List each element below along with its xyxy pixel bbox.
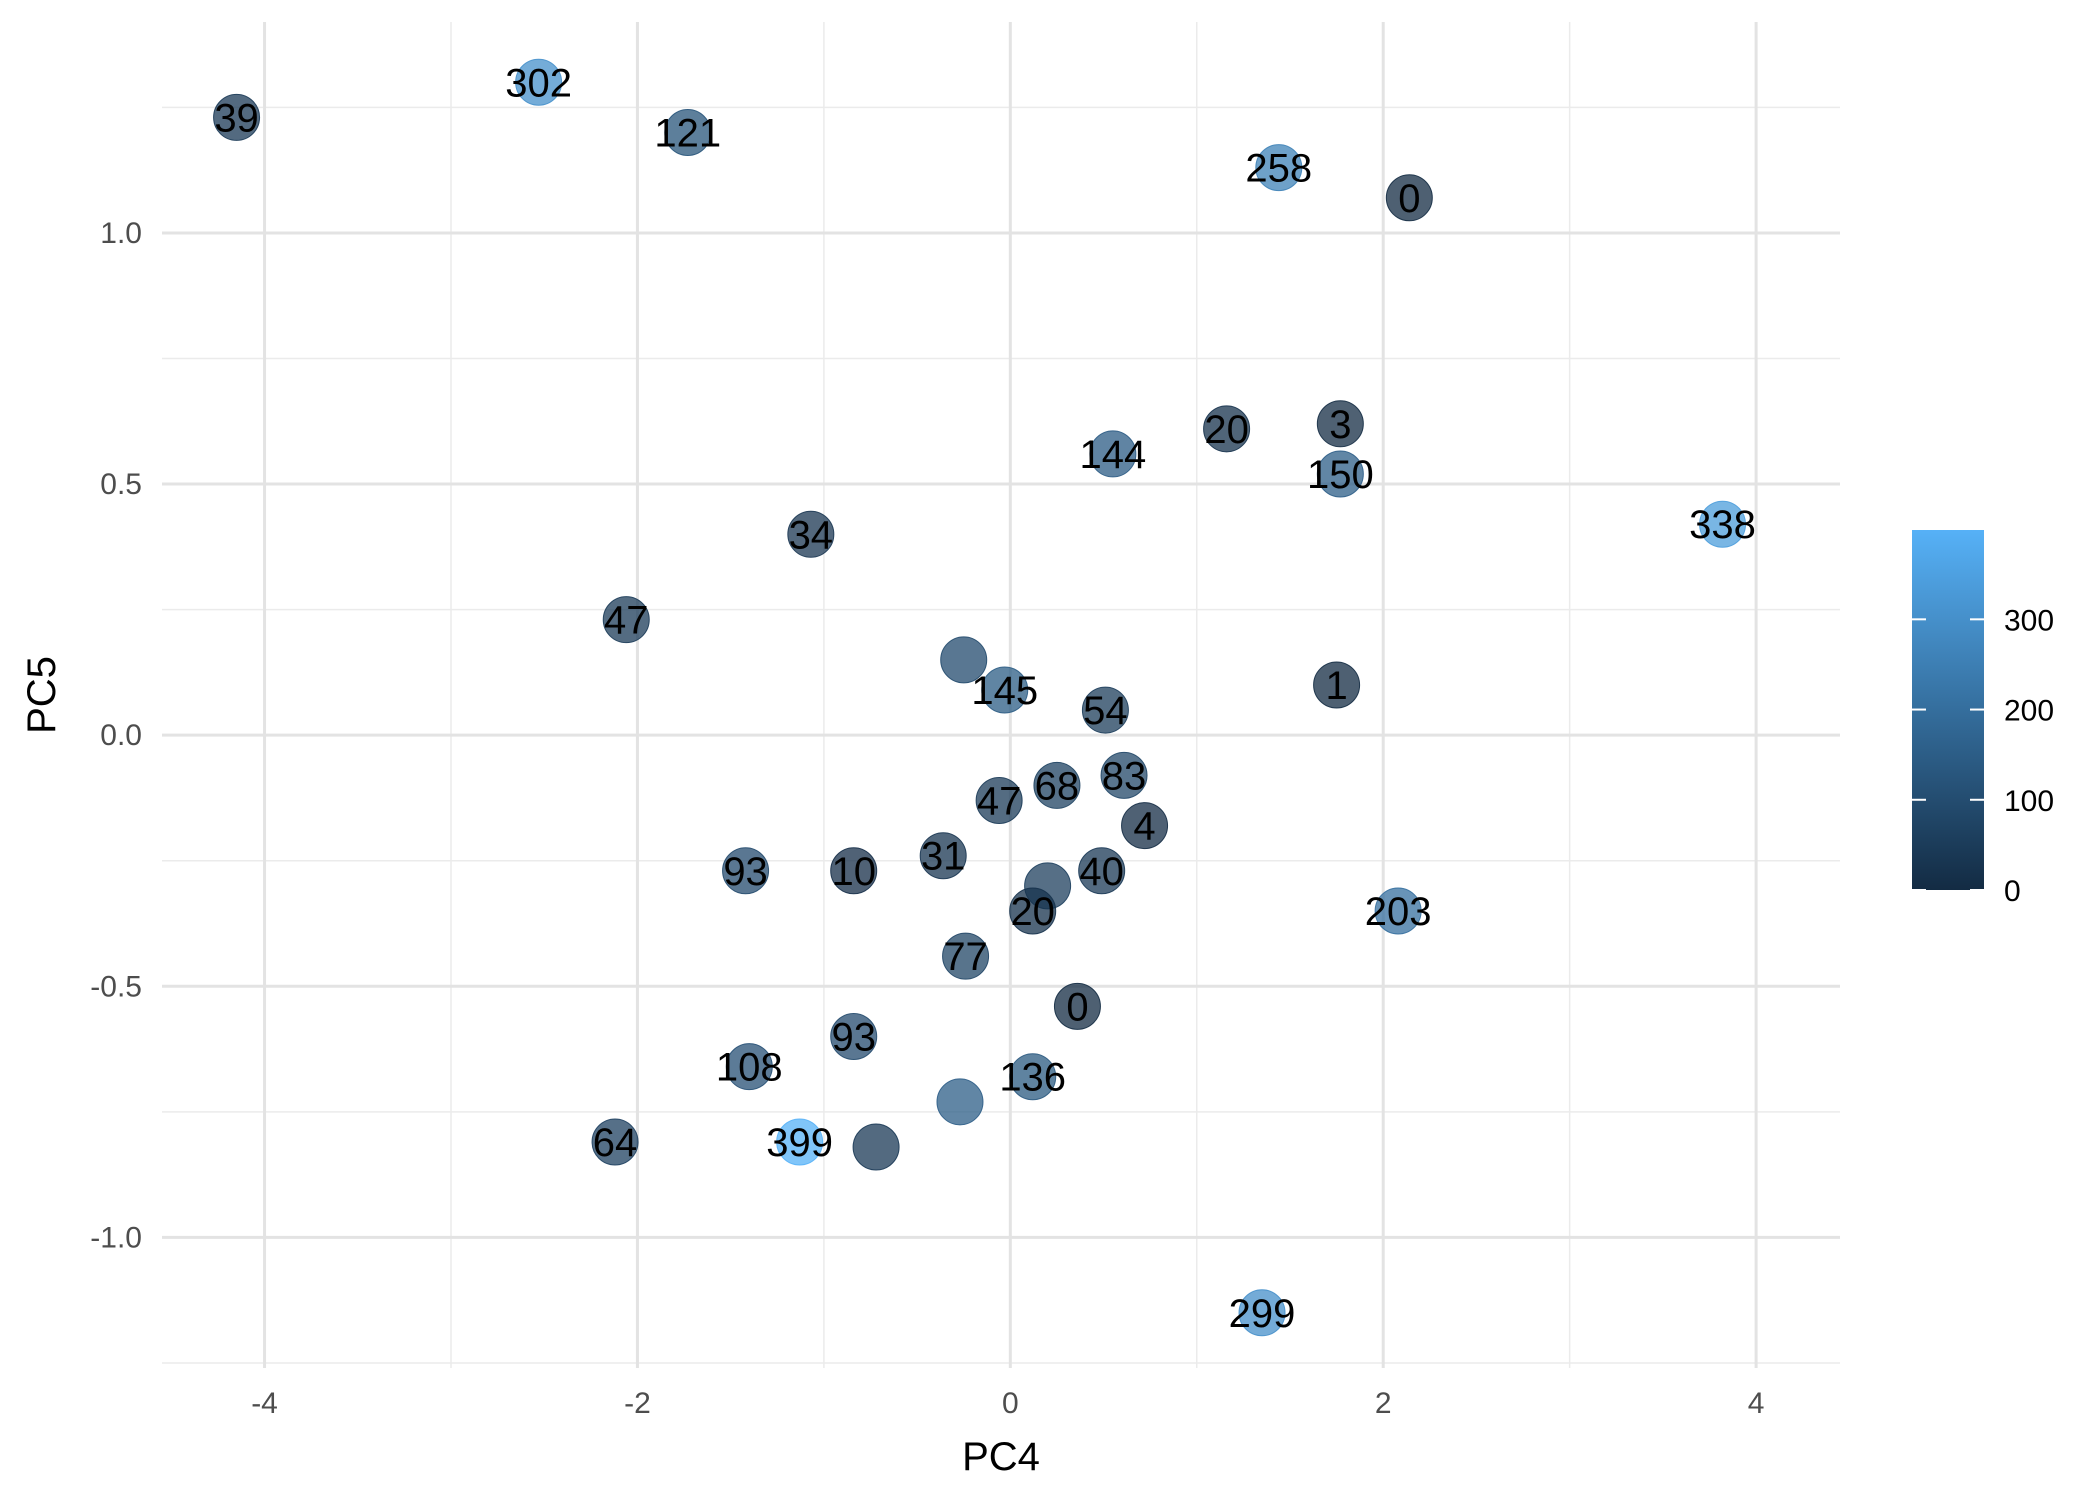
colorbar-ticks: 0 100 200 300 — [1912, 604, 2054, 908]
colorbar-tick-label: 0 — [2004, 875, 2021, 908]
data-point — [1374, 887, 1422, 935]
data-point — [722, 847, 770, 895]
y-tick-label: 0.0 — [100, 719, 142, 752]
data-point — [1255, 144, 1303, 192]
point-label: 54 — [1083, 689, 1128, 733]
data-point — [1316, 400, 1364, 448]
colorbar-tick-label: 300 — [2004, 604, 2054, 637]
data-point — [830, 1013, 878, 1061]
point-label: 1 — [1325, 664, 1347, 708]
data-point — [1203, 405, 1251, 453]
point-label: 0 — [1398, 177, 1420, 221]
data-point — [213, 93, 261, 141]
y-tick-label: 1.0 — [100, 217, 142, 250]
data-point — [591, 1118, 639, 1166]
data-point — [515, 58, 563, 106]
point-label: 20 — [1204, 408, 1249, 452]
data-point — [919, 832, 967, 880]
point-label: 47 — [604, 599, 649, 643]
data-point — [981, 666, 1029, 714]
point-label: 302 — [505, 61, 572, 105]
data-point — [1009, 1053, 1057, 1101]
point-label: 108 — [716, 1046, 783, 1090]
data-point — [602, 596, 650, 644]
point-label: 121 — [654, 111, 721, 155]
point-label: 150 — [1307, 453, 1374, 497]
y-axis-tick-labels: -1.0 -0.5 0.0 0.5 1.0 — [90, 217, 142, 1254]
point-label: 47 — [977, 779, 1022, 823]
x-tick-label: 2 — [1375, 1387, 1392, 1420]
point-label: 20 — [1010, 890, 1055, 934]
point-label: 77 — [943, 935, 988, 979]
colorbar-tick-label: 200 — [2004, 695, 2054, 728]
data-point — [1238, 1289, 1286, 1337]
data-point — [1078, 847, 1126, 895]
data-point — [1313, 661, 1361, 709]
point-label: 144 — [1079, 433, 1146, 477]
x-tick-label: 0 — [1002, 1387, 1019, 1420]
point-label: 93 — [723, 850, 768, 894]
point-label: 10 — [831, 850, 876, 894]
point-label: 68 — [1035, 764, 1080, 808]
data-point — [1316, 450, 1364, 498]
data-point — [942, 932, 990, 980]
data-point — [725, 1043, 773, 1091]
data-point — [1699, 500, 1747, 548]
data-point — [1100, 751, 1148, 799]
point-label: 83 — [1102, 754, 1147, 798]
point-label: 0 — [1066, 985, 1088, 1029]
point-label: 39 — [214, 96, 259, 140]
x-tick-label: -2 — [624, 1387, 651, 1420]
data-point — [1121, 802, 1169, 850]
data-point — [664, 108, 712, 156]
point-label: 299 — [1229, 1292, 1296, 1336]
point-label: 136 — [999, 1056, 1066, 1100]
point-label: 64 — [593, 1121, 638, 1165]
y-tick-label: -0.5 — [90, 970, 142, 1003]
data-point — [852, 1123, 900, 1171]
point-label: 399 — [766, 1121, 833, 1165]
data-point — [1089, 430, 1137, 478]
minor-gridlines — [162, 22, 1840, 1368]
data-point — [1009, 887, 1057, 935]
point-label: 338 — [1689, 503, 1756, 547]
data-point — [1385, 174, 1433, 222]
data-point — [1053, 982, 1101, 1030]
point-label: 145 — [971, 669, 1038, 713]
data-point — [776, 1118, 824, 1166]
point-label: 93 — [831, 1016, 876, 1060]
data-point — [787, 510, 835, 558]
y-tick-label: -1.0 — [90, 1221, 142, 1254]
colorbar-tick-label: 100 — [2004, 785, 2054, 818]
data-point — [975, 776, 1023, 824]
data-point — [1033, 761, 1081, 809]
point-label: 203 — [1365, 890, 1432, 934]
x-tick-label: 4 — [1748, 1387, 1765, 1420]
color-legend: 0 100 200 300 — [1912, 530, 2054, 908]
point-label: 34 — [789, 513, 834, 557]
point-label: 258 — [1245, 147, 1312, 191]
data-point — [830, 847, 878, 895]
point-label: 31 — [921, 835, 966, 879]
point-label: 40 — [1079, 850, 1124, 894]
y-tick-label: 0.5 — [100, 468, 142, 501]
x-axis-tick-labels: -4 -2 0 2 4 — [251, 1387, 1764, 1420]
data-point — [940, 636, 988, 684]
point-label: 3 — [1329, 403, 1351, 447]
data-points — [213, 58, 1747, 1337]
y-axis-title: PC5 — [20, 656, 64, 734]
data-point — [1081, 686, 1129, 734]
x-tick-label: -4 — [251, 1387, 278, 1420]
x-axis-title: PC4 — [962, 1435, 1040, 1479]
data-point — [936, 1078, 984, 1126]
point-label: 4 — [1133, 805, 1155, 849]
